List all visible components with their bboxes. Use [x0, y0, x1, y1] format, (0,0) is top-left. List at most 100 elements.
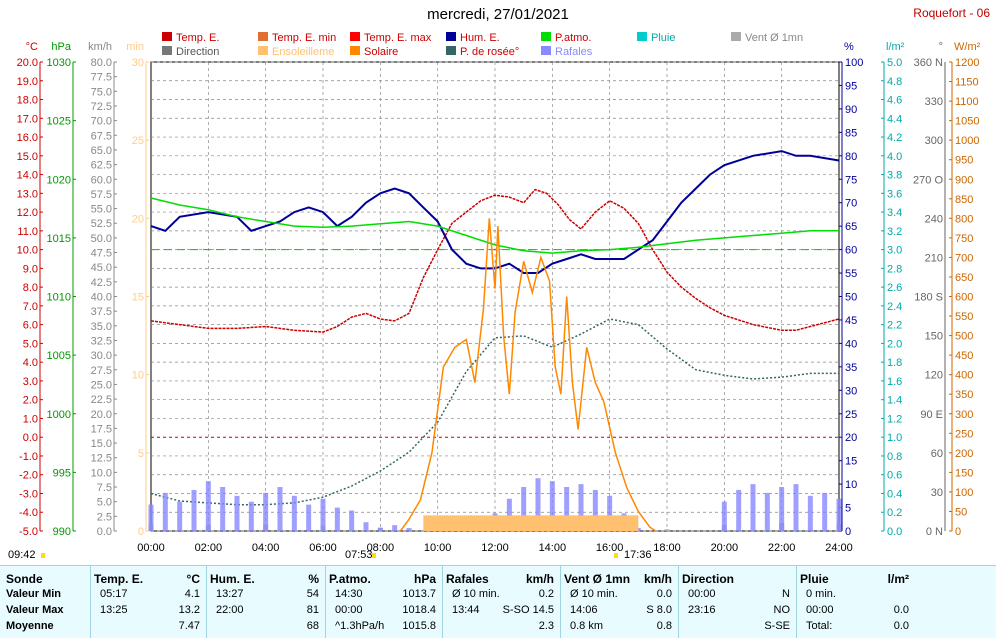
- summary-header: Hum. E.: [210, 572, 255, 586]
- solar-tick-label: 750: [955, 233, 973, 245]
- wind-tick-label: 52.5: [91, 218, 112, 230]
- rain-tick-label: 4.8: [887, 76, 902, 88]
- wind-tick-label: 7.5: [97, 482, 112, 494]
- legend-swatch: [446, 46, 456, 55]
- hum-tick-label: 5: [845, 503, 851, 515]
- summary-cell-value: S-SE: [764, 620, 790, 632]
- summary-cell-label: 23:16: [688, 604, 716, 616]
- summary-separator: [796, 566, 797, 638]
- temp-tick-label: 3.0: [23, 376, 38, 388]
- temp-tick-label: 2.0: [23, 395, 38, 407]
- legend-label: Temp. E. max: [364, 32, 432, 44]
- summary-cell-value: 13.2: [178, 604, 200, 616]
- rain-tick-label: 2.4: [887, 301, 902, 313]
- temp-tick-label: 4.0: [23, 357, 38, 369]
- dir-tick-label: 240: [925, 213, 943, 225]
- rain-tick-label: 3.8: [887, 170, 902, 182]
- wind-tick-label: 5.0: [97, 497, 112, 509]
- legend-swatch: [350, 32, 360, 41]
- temp-unit: °C: [26, 41, 38, 53]
- temp-tick-label: -5.0: [19, 526, 38, 538]
- rain-tick-label: 4.0: [887, 151, 902, 163]
- x-tick-label: 02:00: [195, 542, 223, 554]
- wind-tick-label: 75.0: [91, 86, 112, 98]
- wind-tick-label: 10.0: [91, 467, 112, 479]
- wind-tick-label: 70.0: [91, 116, 112, 128]
- hum-tick-label: 65: [845, 221, 857, 233]
- temp-tick-label: 15.0: [17, 151, 38, 163]
- summary-unit: l/m²: [887, 572, 909, 586]
- solar-tick-label: 350: [955, 389, 973, 401]
- sun-tick-label: 5: [138, 448, 144, 460]
- rain-tick-label: 3.6: [887, 188, 902, 200]
- wind-tick-label: 27.5: [91, 365, 112, 377]
- x-tick-label: 12:00: [481, 542, 509, 554]
- rain-tick-label: 1.6: [887, 376, 902, 388]
- summary-cell-value: 4.1: [184, 588, 200, 600]
- summary-cell-value: 81: [306, 604, 319, 616]
- sunrise-label: 07:53: [345, 549, 373, 561]
- press-tick-label: 1025: [47, 116, 71, 128]
- series-ensoleilleme-area: [423, 515, 639, 531]
- press-tick-label: 995: [53, 467, 71, 479]
- legend-swatch: [258, 32, 268, 41]
- temp-tick-label: 11.0: [17, 226, 38, 238]
- summary-separator: [325, 566, 326, 638]
- temp-tick-label: -4.0: [19, 507, 38, 519]
- temp-tick-label: 16.0: [17, 132, 38, 144]
- legend-label: Temp. E.: [176, 32, 219, 44]
- legend-swatch: [541, 46, 551, 55]
- legend-swatch: [258, 46, 268, 55]
- x-tick-label: 04:00: [252, 542, 280, 554]
- hum-tick-label: 95: [845, 80, 857, 92]
- rain-tick-label: 1.2: [887, 413, 902, 425]
- wind-tick-label: 2.5: [97, 511, 112, 523]
- legend-swatch: [541, 32, 551, 41]
- hum-tick-label: 60: [845, 245, 857, 257]
- press-tick-label: 1020: [47, 174, 71, 186]
- rain-tick-label: 4.2: [887, 132, 902, 144]
- rain-tick-label: 2.8: [887, 263, 902, 275]
- sunrise-left-label: 09:42: [8, 549, 36, 561]
- summary-cell-value: N: [782, 588, 790, 600]
- hum-tick-label: 30: [845, 385, 857, 397]
- wind-tick-label: 42.5: [91, 277, 112, 289]
- x-tick-label: 22:00: [768, 542, 796, 554]
- wind-tick-label: 35.0: [91, 321, 112, 333]
- summary-row-label: Valeur Min: [6, 588, 62, 600]
- summary-cell-label: 14:30: [335, 588, 363, 600]
- rain-tick-label: 1.4: [887, 395, 902, 407]
- rain-tick-label: 2.6: [887, 282, 902, 294]
- summary-cell-label: Total:: [806, 620, 833, 632]
- dir-tick-label: 150: [925, 331, 943, 343]
- temp-tick-label: 0.0: [23, 432, 38, 444]
- temp-tick-label: 13.0: [17, 188, 38, 200]
- rain-tick-label: 3.4: [887, 207, 902, 219]
- x-tick-label: 16:00: [596, 542, 624, 554]
- dir-tick-label: 270 O: [913, 174, 943, 186]
- rain-tick-label: 3.0: [887, 245, 902, 257]
- dir-tick-label: 210: [925, 252, 943, 264]
- x-tick-label: 00:00: [137, 542, 165, 554]
- summary-cell-value: 0.8: [656, 620, 672, 632]
- solar-tick-label: 1050: [955, 116, 979, 128]
- temp-tick-label: 14.0: [17, 170, 38, 182]
- wind-tick-label: 47.5: [91, 248, 112, 260]
- sun-tick-label: 30: [132, 57, 144, 69]
- wind-tick-label: 25.0: [91, 379, 112, 391]
- wind-tick-label: 65.0: [91, 145, 112, 157]
- temp-tick-label: -3.0: [19, 488, 38, 500]
- sun-tick-label: 25: [132, 135, 144, 147]
- solar-tick-label: 950: [955, 155, 973, 167]
- temp-tick-label: 5.0: [23, 338, 38, 350]
- summary-cell-label: 00:00: [806, 604, 834, 616]
- solar-unit: W/m²: [954, 41, 981, 53]
- wind-tick-label: 60.0: [91, 174, 112, 186]
- summary-column: Hum. E.% 13:27 54 22:00 81 68: [210, 566, 325, 638]
- legend-swatch: [350, 46, 360, 55]
- summary-cell-value: S 8.0: [646, 604, 672, 616]
- dir-tick-label: 0 N: [926, 526, 943, 538]
- summary-table: Sonde Valeur Min Valeur Max Moyenne Temp. E.…: [0, 565, 996, 638]
- hum-tick-label: 80: [845, 151, 857, 163]
- summary-header: Temp. E.: [94, 572, 144, 586]
